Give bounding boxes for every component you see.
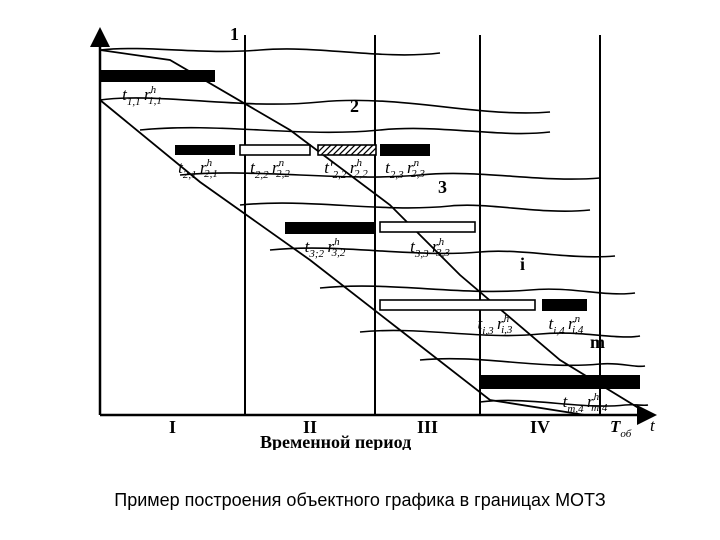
period-label: IV (530, 417, 550, 437)
band-label: 3 (438, 177, 447, 197)
figure-caption: Пример построения объектного графика в г… (0, 490, 720, 511)
T-label: T (610, 417, 621, 436)
schedule-bar (318, 145, 376, 155)
band-label: 1 (230, 24, 239, 44)
schedule-bar (480, 375, 640, 389)
schedule-bar (175, 145, 235, 155)
band-label: m (590, 332, 605, 352)
schedule-bar (240, 145, 310, 155)
period-label: III (417, 417, 438, 437)
schedule-bar (100, 70, 215, 82)
schedule-bar (380, 222, 475, 232)
schedule-bar (542, 299, 587, 311)
period-label: I (169, 417, 176, 437)
chart-plot-area: 123im t1,1 rh1,1t2,1 rh2,1t2,2 rn2,2t'2,… (60, 20, 660, 450)
schedule-bar (380, 300, 535, 310)
schedule-bar (285, 222, 375, 234)
T-sub-label: об (620, 428, 631, 440)
chart-svg: 123im t1,1 rh1,1t2,1 rh2,1t2,2 rn2,2t'2,… (60, 20, 660, 450)
x-axis-title: Временной период (260, 432, 411, 450)
band-label: 2 (350, 96, 359, 116)
schedule-bar (380, 144, 430, 156)
band-label: i (520, 254, 525, 274)
diagram-container: { "canvas": { "width": 720, "height": 54… (0, 0, 720, 540)
